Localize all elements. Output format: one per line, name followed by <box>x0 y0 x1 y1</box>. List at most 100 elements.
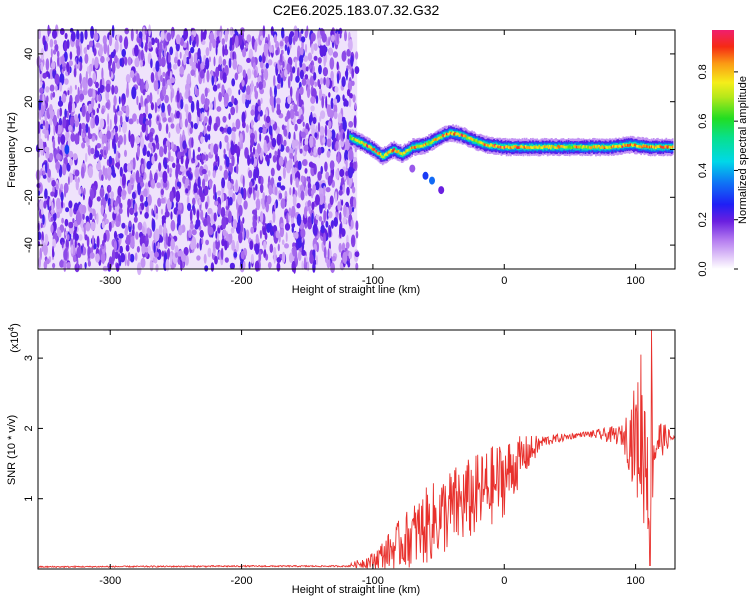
noise-mark <box>197 60 201 73</box>
noise-mark <box>52 49 57 55</box>
noise-mark <box>155 142 159 150</box>
noise-mark <box>70 132 76 142</box>
noise-mark <box>169 190 174 203</box>
ridge-mark <box>527 146 530 149</box>
noise-mark <box>195 219 201 228</box>
noise-mark <box>141 202 145 211</box>
noise-mark <box>265 115 271 124</box>
ridge-mark <box>596 146 598 149</box>
noise-mark <box>189 35 192 46</box>
ridge-mark <box>426 142 428 145</box>
noise-mark <box>72 254 77 263</box>
noise-mark <box>61 217 64 224</box>
noise-mark <box>42 92 45 106</box>
noise-mark <box>157 71 162 77</box>
noise-mark <box>224 48 229 56</box>
noise-mark <box>345 68 348 81</box>
noise-mark <box>55 183 59 190</box>
ridge-mark <box>437 137 440 140</box>
ridge-mark <box>396 150 399 154</box>
noise-mark <box>119 35 123 44</box>
noise-mark <box>269 86 272 98</box>
noise-mark <box>51 179 56 187</box>
noise-mark <box>203 173 209 182</box>
ridge-mark <box>637 145 639 148</box>
noise-mark <box>134 202 138 213</box>
noise-mark <box>68 60 73 67</box>
y-tick-label: 1 <box>23 496 35 502</box>
noise-mark <box>288 207 292 216</box>
noise-mark <box>315 214 320 220</box>
noise-mark <box>324 161 328 172</box>
noise-mark <box>83 187 86 196</box>
ridge-mark <box>361 141 364 144</box>
noise-mark <box>172 162 176 168</box>
noise-mark <box>291 226 294 233</box>
noise-mark <box>292 245 297 257</box>
noise-mark <box>55 197 61 210</box>
noise-mark <box>65 207 70 213</box>
noise-mark <box>191 236 197 249</box>
noise-mark <box>296 202 301 209</box>
ridge-mark <box>507 146 510 149</box>
ridge-mark <box>478 140 481 144</box>
noise-mark <box>257 216 260 224</box>
ridge-mark <box>601 145 604 148</box>
noise-mark <box>180 259 183 272</box>
noise-mark <box>284 116 289 122</box>
noise-mark <box>141 163 144 174</box>
ridge-mark <box>580 145 583 149</box>
noise-mark <box>119 166 123 177</box>
noise-mark <box>328 92 331 98</box>
ridge-mark <box>356 139 359 142</box>
noise-mark <box>113 240 118 252</box>
noise-mark <box>176 110 181 119</box>
noise-mark <box>325 77 330 88</box>
noise-mark <box>191 137 194 148</box>
noise-mark <box>217 227 221 234</box>
ridge-mark <box>357 139 360 143</box>
noise-mark <box>351 186 356 194</box>
noise-mark <box>292 194 297 207</box>
noise-mark <box>161 250 165 257</box>
noise-mark <box>262 25 266 39</box>
noise-mark <box>269 243 274 253</box>
noise-mark <box>345 170 349 177</box>
noise-mark <box>280 222 284 229</box>
noise-mark <box>315 95 319 104</box>
noise-mark <box>295 75 300 83</box>
ridge-mark <box>607 146 610 149</box>
ridge-mark <box>490 143 492 146</box>
noise-mark <box>339 223 342 234</box>
noise-mark <box>298 139 301 151</box>
ridge-mark <box>427 143 429 146</box>
noise-mark <box>245 97 250 109</box>
noise-mark <box>119 115 123 126</box>
noise-mark <box>170 238 175 251</box>
ridge-mark <box>626 144 629 147</box>
noise-mark <box>177 250 183 257</box>
ridge-mark <box>451 129 453 135</box>
noise-mark <box>130 133 135 146</box>
ridge-mark <box>462 134 465 138</box>
noise-mark <box>59 95 62 103</box>
noise-mark <box>96 196 101 202</box>
ridge-mark <box>441 134 444 140</box>
noise-mark <box>169 172 172 178</box>
noise-mark <box>254 103 260 116</box>
ridge-mark <box>443 131 446 138</box>
noise-mark <box>38 138 44 150</box>
ridge-mark <box>614 145 616 148</box>
noise-mark <box>329 226 332 238</box>
noise-mark <box>333 217 339 227</box>
noise-mark <box>46 258 50 265</box>
ridge-mark <box>391 150 393 153</box>
noise-mark <box>182 129 185 143</box>
noise-mark <box>341 199 344 206</box>
noise-mark <box>331 255 337 262</box>
noise-mark <box>79 31 84 44</box>
noise-mark <box>228 187 233 198</box>
noise-mark <box>96 235 100 249</box>
noise-mark <box>64 32 68 40</box>
noise-mark <box>345 139 350 151</box>
